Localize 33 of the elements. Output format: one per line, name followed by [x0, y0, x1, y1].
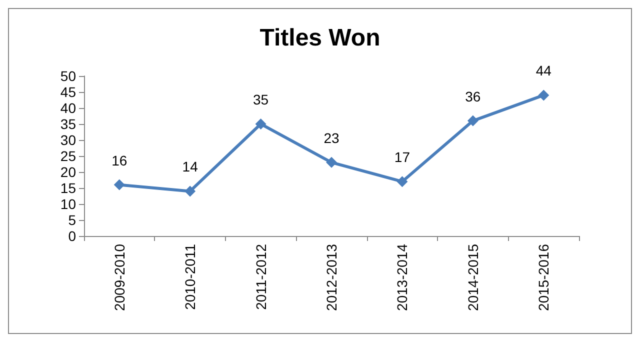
- y-tick-label: 5: [68, 212, 76, 228]
- point: [538, 90, 550, 101]
- x-tick-label: 2009-2010: [111, 244, 128, 311]
- x-tick-label: 2010-2011: [182, 244, 198, 310]
- y-tick-label: 20: [60, 164, 76, 180]
- y-tick-label: 35: [60, 116, 76, 132]
- data-label: 44: [536, 62, 552, 79]
- y-tick-label: 50: [60, 68, 76, 84]
- point: [184, 186, 196, 197]
- point: [114, 179, 125, 190]
- data-label: 17: [394, 149, 410, 166]
- y-tick-label: 0: [68, 228, 76, 244]
- chart-title: Titles Won: [260, 24, 380, 52]
- point: [255, 118, 266, 130]
- data-label: 16: [112, 152, 128, 168]
- y-tick-label: 40: [60, 100, 76, 116]
- x-tick-label: 2015-2016: [536, 244, 552, 311]
- data-label: 23: [324, 130, 340, 146]
- point: [396, 176, 408, 188]
- data-label: 14: [182, 158, 198, 175]
- y-tick-label: 10: [60, 196, 76, 212]
- x-tick-label: 2014-2015: [464, 244, 481, 311]
- data-label: 35: [252, 92, 269, 108]
- x-tick-label: 2013-2014: [394, 244, 410, 311]
- y-tick-label: 15: [60, 180, 76, 196]
- x-tick-label: 2011-2012: [252, 244, 269, 310]
- y-tick-label: 45: [60, 84, 76, 100]
- x-tick-label: 2012-2013: [324, 244, 340, 311]
- point: [467, 115, 478, 126]
- data-label: 36: [465, 88, 481, 104]
- point: [326, 156, 337, 168]
- y-tick-label: 25: [60, 148, 76, 164]
- y-tick-label: 30: [60, 132, 76, 148]
